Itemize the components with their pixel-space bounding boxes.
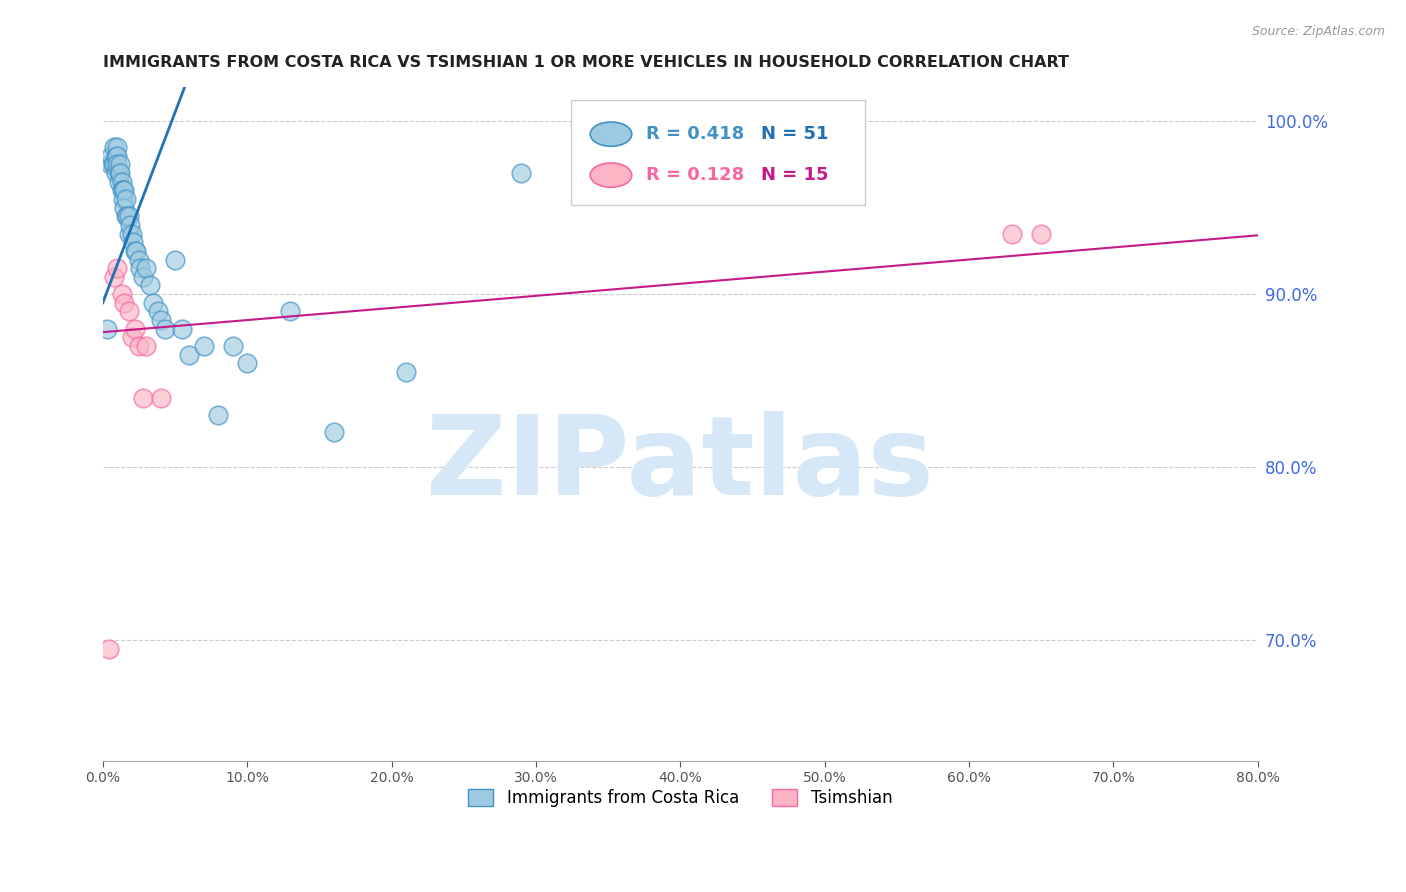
Point: [1001, 227, 1024, 241]
Point: [121, 227, 143, 241]
Point: [105, 261, 128, 276]
Point: [179, 348, 201, 362]
Circle shape: [591, 122, 631, 146]
Point: [124, 322, 146, 336]
Point: [118, 209, 141, 223]
Point: [149, 313, 172, 327]
Text: ZIPatlas: ZIPatlas: [426, 411, 934, 517]
Point: [110, 175, 132, 189]
Point: [132, 269, 155, 284]
Text: N = 15: N = 15: [761, 166, 828, 184]
Point: [111, 192, 134, 206]
Point: [129, 261, 152, 276]
Point: [139, 278, 162, 293]
Point: [118, 304, 141, 318]
Point: [280, 304, 302, 318]
Point: [207, 408, 229, 422]
Point: [153, 322, 176, 336]
Text: IMMIGRANTS FROM COSTA RICA VS TSIMSHIAN 1 OR MORE VEHICLES IN HOUSEHOLD CORRELAT: IMMIGRANTS FROM COSTA RICA VS TSIMSHIAN …: [103, 55, 1069, 70]
Point: [114, 295, 136, 310]
Point: [107, 175, 129, 189]
Point: [122, 235, 145, 250]
Point: [236, 356, 259, 370]
Point: [108, 166, 131, 180]
Point: [97, 641, 120, 656]
Point: [124, 244, 146, 258]
Point: [322, 425, 344, 440]
Point: [172, 322, 194, 336]
Circle shape: [591, 163, 631, 187]
Point: [1031, 227, 1053, 241]
Point: [103, 140, 125, 154]
Text: R = 0.418: R = 0.418: [645, 125, 744, 143]
Text: Source: ZipAtlas.com: Source: ZipAtlas.com: [1251, 25, 1385, 38]
Point: [115, 192, 138, 206]
Point: [142, 295, 165, 310]
Point: [128, 252, 150, 267]
Point: [111, 183, 134, 197]
Point: [135, 339, 157, 353]
Point: [110, 183, 132, 197]
Text: R = 0.128: R = 0.128: [645, 166, 744, 184]
Point: [510, 166, 533, 180]
Point: [103, 157, 125, 171]
Point: [105, 140, 128, 154]
Point: [110, 287, 132, 301]
Point: [193, 339, 215, 353]
Point: [117, 209, 139, 223]
Legend: Immigrants from Costa Rica, Tsimshian: Immigrants from Costa Rica, Tsimshian: [461, 782, 898, 814]
Point: [105, 149, 128, 163]
Point: [96, 322, 118, 336]
Point: [121, 330, 143, 344]
Point: [149, 391, 172, 405]
Point: [163, 252, 186, 267]
Point: [105, 157, 128, 171]
Point: [114, 183, 136, 197]
Point: [108, 157, 131, 171]
Point: [395, 365, 418, 379]
Point: [101, 157, 124, 171]
Point: [104, 166, 127, 180]
Point: [222, 339, 245, 353]
Point: [115, 209, 138, 223]
Point: [104, 149, 127, 163]
Text: N = 51: N = 51: [761, 125, 828, 143]
Point: [128, 339, 150, 353]
Point: [132, 391, 155, 405]
Point: [100, 149, 122, 163]
Point: [146, 304, 169, 318]
Point: [120, 218, 142, 232]
Point: [114, 201, 136, 215]
Point: [118, 227, 141, 241]
Point: [107, 166, 129, 180]
Point: [103, 269, 125, 284]
Point: [125, 244, 148, 258]
FancyBboxPatch shape: [571, 100, 865, 204]
Point: [135, 261, 157, 276]
Point: [98, 157, 121, 171]
